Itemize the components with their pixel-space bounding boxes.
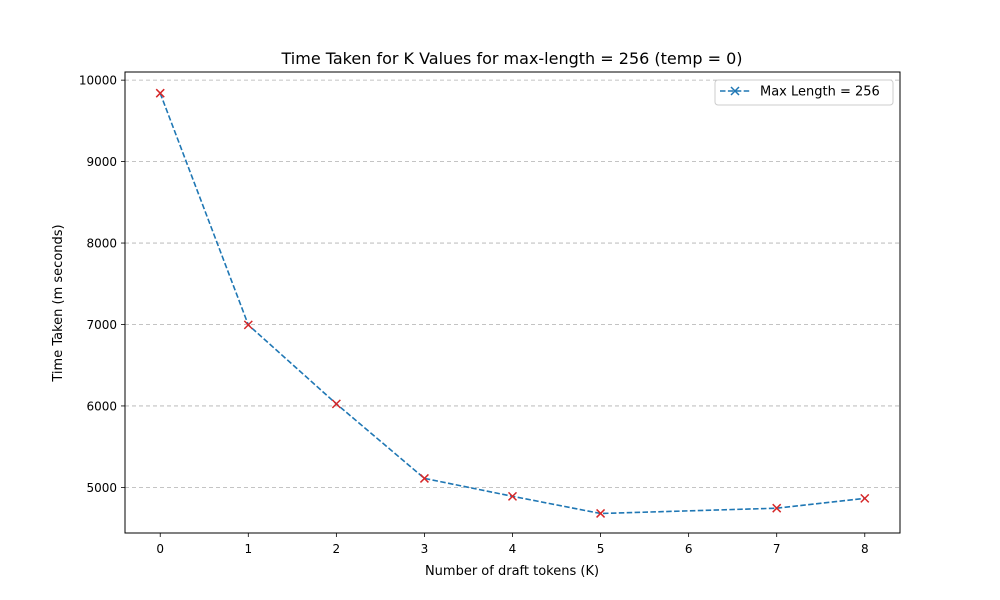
y-tick-label: 6000 xyxy=(86,399,117,413)
data-point-marker xyxy=(772,503,782,513)
x-tick-label: 5 xyxy=(597,542,605,556)
x-tick-label: 7 xyxy=(773,542,781,556)
x-tick-label: 6 xyxy=(685,542,693,556)
y-axis-label: Time Taken (m seconds) xyxy=(51,224,66,382)
legend: Max Length = 256 xyxy=(714,79,894,106)
data-point-marker xyxy=(596,508,606,518)
y-tick-label: 9000 xyxy=(86,155,117,169)
y-tick-label: 5000 xyxy=(86,481,117,495)
x-axis-label: Number of draft tokens (K) xyxy=(425,564,599,579)
x-tick-label: 2 xyxy=(333,542,341,556)
series-lines xyxy=(159,92,865,515)
y-tick-label: 7000 xyxy=(86,318,117,332)
legend-box xyxy=(714,79,894,106)
y-tick-label: 10000 xyxy=(79,74,117,88)
data-point-marker xyxy=(419,473,429,483)
data-point-marker xyxy=(507,491,518,501)
series-line xyxy=(159,92,865,515)
y-tick-label: 8000 xyxy=(86,237,117,251)
x-tick-label: 8 xyxy=(861,542,869,556)
series-markers xyxy=(155,88,870,518)
legend-marker-sample xyxy=(730,86,740,96)
data-point-marker xyxy=(331,399,341,409)
x-tick-label: 1 xyxy=(244,542,252,556)
data-point-marker xyxy=(155,88,165,98)
legend-label: Max Length = 256 xyxy=(760,85,880,100)
x-tick-label: 0 xyxy=(156,542,164,556)
x-tick-label: 3 xyxy=(421,542,429,556)
axis-ticks: 5000 6000 7000 8000 9000 10000 0 1 2 3 4 5 6 7 8 xyxy=(79,74,869,556)
chart-title: Time Taken for K Values for max-length =… xyxy=(281,49,743,68)
data-point-marker xyxy=(243,320,253,330)
x-tick-label: 4 xyxy=(509,542,517,556)
data-point-marker xyxy=(860,493,870,503)
